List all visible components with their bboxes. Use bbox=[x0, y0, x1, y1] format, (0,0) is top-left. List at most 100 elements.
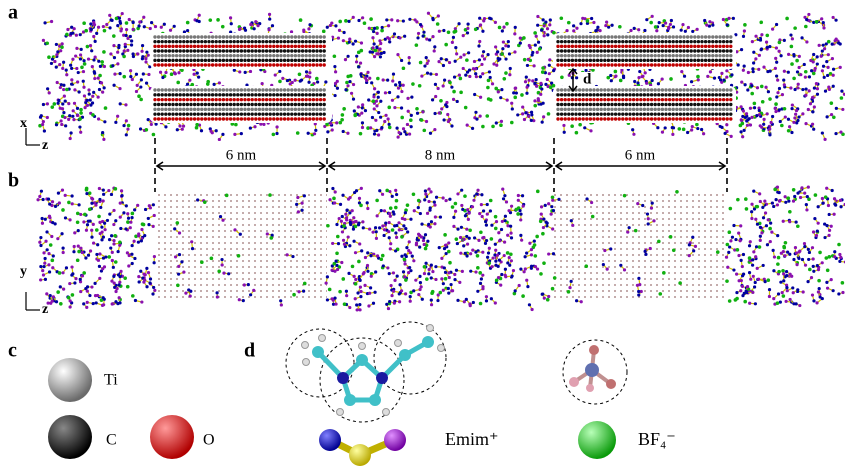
cation-end bbox=[347, 235, 350, 238]
cation-end bbox=[82, 70, 85, 73]
anion bbox=[203, 200, 207, 204]
cation-end bbox=[805, 18, 808, 21]
cation-end bbox=[779, 301, 782, 304]
cation-end bbox=[110, 234, 113, 237]
anion bbox=[534, 254, 538, 258]
cation-end bbox=[370, 81, 373, 84]
cation-end bbox=[737, 254, 740, 257]
anion bbox=[391, 228, 395, 232]
cation-end bbox=[356, 308, 359, 311]
cation-end bbox=[797, 115, 800, 118]
cation-end bbox=[691, 125, 694, 128]
anion bbox=[447, 250, 451, 254]
cation-end bbox=[200, 129, 203, 132]
cation-end bbox=[340, 261, 343, 264]
anion bbox=[95, 228, 99, 232]
cation-end bbox=[136, 204, 139, 207]
cation-end bbox=[345, 216, 348, 219]
cation-end bbox=[379, 100, 382, 103]
cation-end bbox=[460, 226, 463, 229]
cation-end bbox=[713, 77, 716, 80]
cation-end bbox=[439, 215, 442, 218]
cation-end bbox=[831, 189, 834, 192]
anion bbox=[495, 278, 499, 282]
gap-label: d bbox=[583, 71, 592, 87]
cation-end bbox=[460, 189, 463, 192]
cation-end bbox=[417, 293, 420, 296]
cation-end bbox=[377, 111, 380, 114]
cation-end bbox=[517, 199, 520, 202]
cation-end bbox=[366, 201, 369, 204]
cation-end bbox=[656, 126, 659, 129]
cation-end bbox=[238, 298, 241, 301]
cation-end bbox=[457, 22, 460, 25]
cation-end bbox=[725, 76, 728, 79]
cation-end bbox=[827, 53, 830, 56]
anion bbox=[375, 199, 379, 203]
cation-end bbox=[540, 212, 543, 215]
cation-end bbox=[126, 212, 129, 215]
cation-end bbox=[465, 228, 468, 231]
cation-end bbox=[421, 298, 424, 301]
cation-end bbox=[502, 25, 505, 28]
cation-end bbox=[59, 119, 62, 122]
anion bbox=[114, 260, 118, 264]
cation-end bbox=[832, 289, 835, 292]
cation-end bbox=[433, 222, 436, 225]
cation-end bbox=[90, 202, 93, 205]
cation-end bbox=[778, 87, 781, 90]
cation-end bbox=[137, 234, 140, 237]
cation-end bbox=[391, 99, 394, 102]
anion bbox=[71, 293, 75, 297]
anion bbox=[487, 79, 491, 83]
cation-end bbox=[550, 205, 553, 208]
anion bbox=[758, 245, 762, 249]
cation-end bbox=[339, 203, 342, 206]
cation-end bbox=[334, 70, 337, 73]
cation-end bbox=[481, 274, 484, 277]
cation-end bbox=[348, 244, 351, 247]
cation-end bbox=[394, 83, 397, 86]
anion bbox=[97, 215, 101, 219]
cation-end bbox=[789, 273, 792, 276]
anion bbox=[824, 195, 828, 199]
cation-end bbox=[459, 252, 462, 255]
cation-end bbox=[462, 53, 465, 56]
cation-end bbox=[792, 121, 795, 124]
cation-end bbox=[351, 42, 354, 45]
cation-end bbox=[297, 210, 300, 213]
cation-end bbox=[46, 102, 49, 105]
cation-end bbox=[754, 57, 757, 60]
cation-end bbox=[402, 84, 405, 87]
cation-end bbox=[295, 203, 298, 206]
cation-end bbox=[547, 252, 550, 255]
cation-end bbox=[85, 192, 88, 195]
cation-end bbox=[832, 85, 835, 88]
anion bbox=[100, 60, 104, 64]
anion bbox=[411, 82, 415, 86]
anion bbox=[381, 254, 385, 258]
cation-end bbox=[788, 125, 791, 128]
cation-end bbox=[375, 237, 378, 240]
anion bbox=[533, 31, 537, 35]
cation-end bbox=[102, 25, 105, 28]
anion bbox=[359, 132, 363, 136]
panel-label: a bbox=[8, 2, 18, 24]
cation-end bbox=[484, 242, 487, 245]
cation-end bbox=[360, 187, 363, 190]
cation-end bbox=[826, 66, 829, 69]
cation-end bbox=[148, 281, 151, 284]
anion bbox=[479, 230, 483, 234]
anion bbox=[357, 260, 361, 264]
anion bbox=[104, 106, 108, 110]
anion bbox=[837, 243, 841, 247]
panel-label: d bbox=[244, 340, 255, 362]
anion bbox=[115, 17, 119, 21]
anion bbox=[67, 201, 71, 205]
cation-end bbox=[602, 263, 605, 266]
cation-end bbox=[687, 26, 690, 29]
anion bbox=[346, 75, 350, 79]
panel-label: b bbox=[8, 170, 19, 192]
cation-end bbox=[821, 131, 824, 134]
cation-end bbox=[447, 292, 450, 295]
